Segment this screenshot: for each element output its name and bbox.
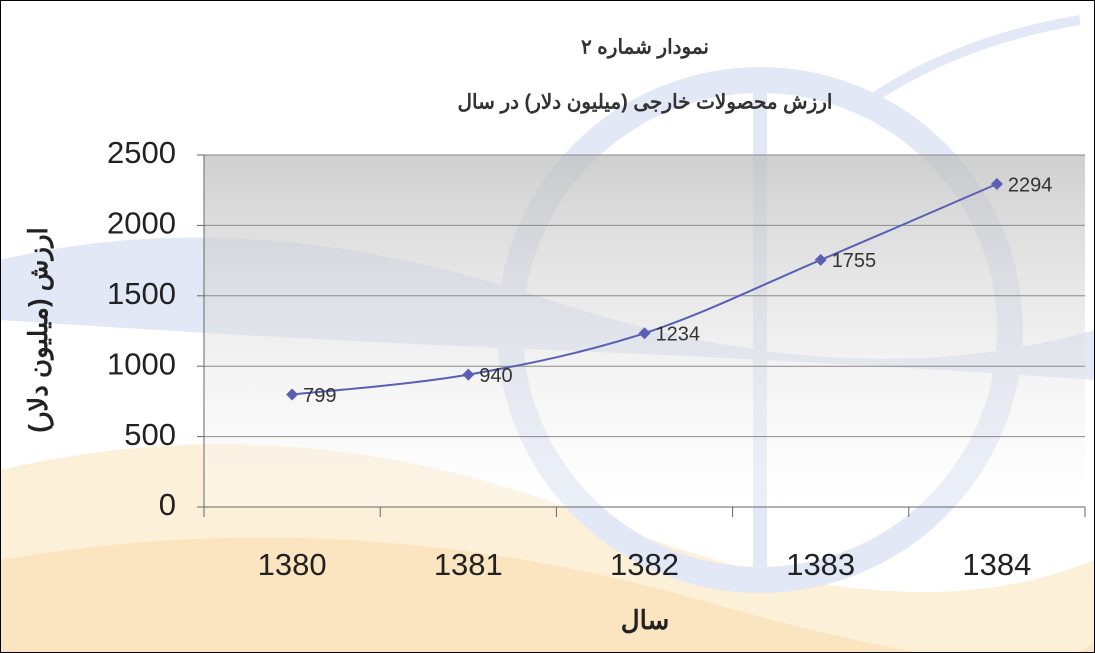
x-axis-title: سال: [621, 605, 670, 635]
chart-subtitle: ارزش محصولات خارجی (میلیون دلار) در سال: [458, 91, 833, 114]
y-tick-label: 2500: [107, 135, 176, 170]
y-tick-label: 1500: [107, 276, 176, 311]
x-tick-label: 1384: [962, 547, 1031, 582]
data-label: 940: [479, 365, 512, 387]
chart: نمودار شماره ۲ ارزش محصولات خارجی (میلیو…: [0, 0, 1095, 653]
y-tick-label: 0: [159, 487, 176, 522]
x-tick-label: 1382: [610, 547, 679, 582]
chart-title: نمودار شماره ۲: [581, 36, 709, 59]
y-tick-label: 1000: [107, 346, 176, 381]
y-tick-label: 2000: [107, 206, 176, 241]
page: نمودار شماره ۲ ارزش محصولات خارجی (میلیو…: [0, 0, 1095, 653]
data-label: 1755: [832, 250, 877, 272]
y-axis-title: ارزش (میلیون دلار): [23, 227, 54, 433]
x-tick-label: 1381: [434, 547, 503, 582]
x-tick-label: 1383: [786, 547, 855, 582]
y-tick-label: 500: [124, 417, 176, 452]
x-tick-label: 1380: [258, 547, 327, 582]
data-label: 1234: [656, 324, 701, 346]
data-label: 799: [303, 385, 336, 407]
data-label: 2294: [1008, 174, 1053, 196]
